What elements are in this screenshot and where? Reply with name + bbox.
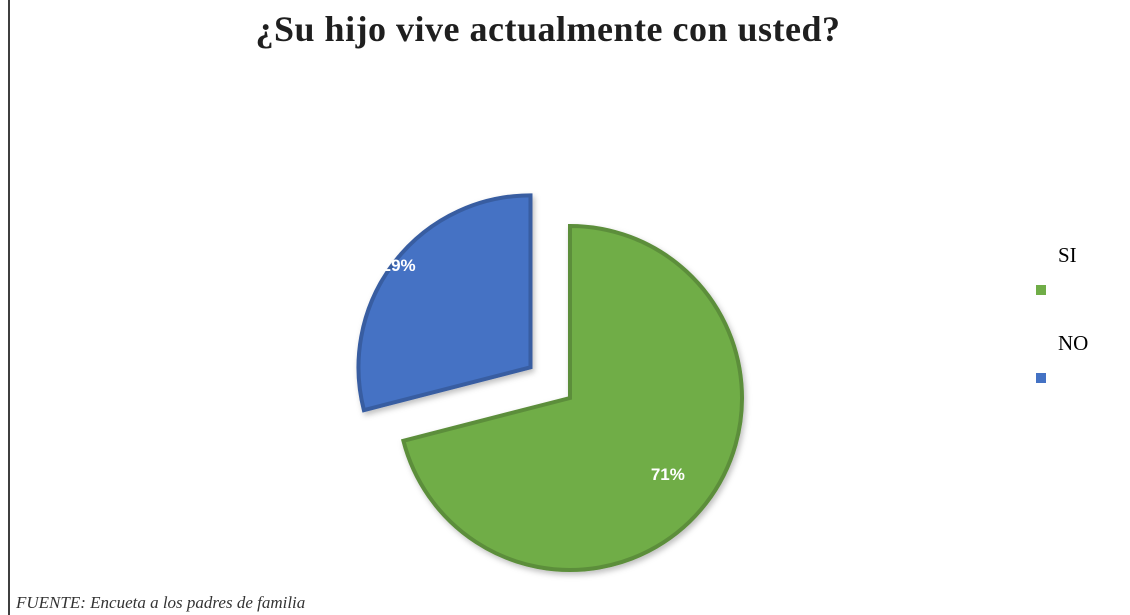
pie-slice-si <box>400 223 744 572</box>
pie-slice-no <box>356 193 533 413</box>
legend-label-no: NO <box>1058 331 1088 355</box>
legend-swatch-si <box>1036 285 1046 295</box>
chart-title: ¿Su hijo vive actualmente con usted? <box>255 9 841 49</box>
source-note: FUENTE: Encueta a los padres de familia <box>16 593 306 612</box>
data-label-no: 29% <box>382 256 416 275</box>
data-label-si: 71% <box>651 465 685 484</box>
legend-swatch-no <box>1036 373 1046 383</box>
legend-label-si: SI <box>1058 243 1077 267</box>
left-border-line <box>8 0 10 615</box>
